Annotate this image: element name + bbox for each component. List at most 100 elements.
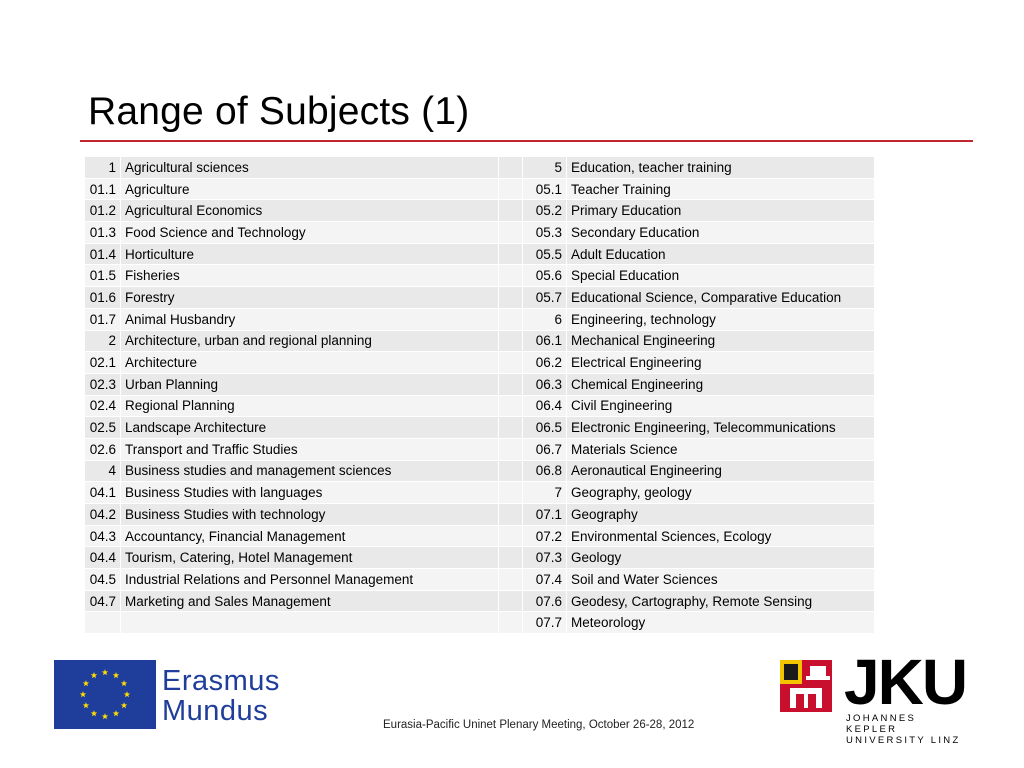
eu-star-icon	[120, 680, 128, 687]
subject-name-right: Geodesy, Cartography, Remote Sensing	[566, 589, 875, 613]
table-row: 04.1 Business Studies with languages 7 Geog…	[84, 481, 875, 504]
subject-name-left: Business Studies with technology	[120, 503, 499, 526]
subject-code-left: 1	[84, 156, 121, 179]
subjects-table-body: 1 Agricultural sciences 5 Education, teache…	[84, 156, 875, 635]
subject-name-right: Mechanical Engineering	[566, 329, 875, 353]
subject-name-right: Education, teacher training	[566, 156, 875, 179]
subject-name-right: Teacher Training	[566, 177, 875, 201]
erasmus-word: Erasmus	[162, 665, 280, 697]
column-spacer	[498, 524, 523, 548]
subject-name-left: Tourism, Catering, Hotel Management	[120, 546, 499, 570]
subject-code-right: 06.7	[522, 437, 567, 461]
eu-flag-icon	[54, 660, 156, 729]
column-spacer	[498, 286, 523, 309]
subject-code-left: 01.3	[84, 221, 121, 244]
subject-code-right: 06.1	[522, 329, 567, 353]
subject-name-right: Chemical Engineering	[566, 372, 875, 396]
subject-name-right: Secondary Education	[566, 221, 875, 244]
column-spacer	[498, 589, 523, 613]
table-row: 1 Agricultural sciences 5 Education, teache…	[84, 156, 875, 179]
column-spacer	[498, 481, 523, 504]
column-spacer	[498, 611, 523, 635]
subject-name-right: Materials Science	[566, 437, 875, 461]
table-row: 01.3 Food Science and Technology 05.3 Secon…	[84, 221, 875, 244]
subject-name-left: Food Science and Technology	[120, 221, 499, 244]
column-spacer	[498, 307, 523, 331]
subject-code-left: 02.3	[84, 372, 121, 396]
table-row: 4 Business studies and management science…	[84, 459, 875, 483]
subject-code-right: 07.3	[522, 546, 567, 570]
eu-star-icon	[101, 669, 109, 676]
subject-name-left: Urban Planning	[120, 372, 499, 396]
subject-name-right: Special Education	[566, 264, 875, 288]
subject-name-right: Electronic Engineering, Telecommunicatio…	[566, 416, 875, 439]
subject-name-right: Civil Engineering	[566, 394, 875, 418]
subject-code-right: 07.7	[522, 611, 567, 635]
eu-star-icon	[90, 710, 98, 717]
table-row: 01.6 Forestry 05.7 Educational Science, Com…	[84, 286, 875, 309]
subject-code-left: 04.5	[84, 568, 121, 591]
jku-logo: JKU JOHANNES KEPLER UNIVERSITY LINZ	[778, 650, 968, 746]
table-row: 01.4 Horticulture 05.5 Adult Education	[84, 242, 875, 266]
subject-code-left: 01.6	[84, 286, 121, 309]
subject-name-right: Adult Education	[566, 242, 875, 266]
subject-code-left: 02.4	[84, 394, 121, 418]
subject-name-left: Forestry	[120, 286, 499, 309]
subject-name-left: Fisheries	[120, 264, 499, 288]
subject-code-left: 04.1	[84, 481, 121, 504]
subject-name-right: Geography, geology	[566, 481, 875, 504]
column-spacer	[498, 546, 523, 570]
eu-star-icon	[123, 691, 131, 698]
subject-code-right: 6	[522, 307, 567, 331]
subject-name-left: Horticulture	[120, 242, 499, 266]
subject-code-left: 04.7	[84, 589, 121, 613]
table-row: 2 Architecture, urban and regional planni…	[84, 329, 875, 353]
subject-code-left: 01.5	[84, 264, 121, 288]
subject-code-right: 05.6	[522, 264, 567, 288]
subject-name-left: Landscape Architecture	[120, 416, 499, 439]
table-row: 02.6 Transport and Traffic Studies 06.7 Mat…	[84, 437, 875, 461]
subject-code-right: 05.7	[522, 286, 567, 309]
subject-code-left: 04.2	[84, 503, 121, 526]
subject-code-left: 04.4	[84, 546, 121, 570]
eu-star-icon	[101, 713, 109, 720]
table-row: 04.3 Accountancy, Financial Management 07.…	[84, 524, 875, 548]
table-row: 07.7 Meteorology	[84, 611, 875, 635]
subject-code-left: 04.3	[84, 524, 121, 548]
column-spacer	[498, 503, 523, 526]
table-row: 01.2 Agricultural Economics 05.2 Primary Ed…	[84, 199, 875, 223]
subject-code-left: 01.7	[84, 307, 121, 331]
eu-star-icon	[82, 702, 90, 709]
eu-star-icon	[90, 672, 98, 679]
subject-name-right: Aeronautical Engineering	[566, 459, 875, 483]
table-row: 02.1 Architecture 06.2 Electrical Engineeri…	[84, 351, 875, 374]
column-spacer	[498, 459, 523, 483]
table-row: 04.2 Business Studies with technology 07.1…	[84, 503, 875, 526]
subject-name-left	[120, 611, 499, 635]
subject-name-left: Business studies and management sciences	[120, 459, 499, 483]
column-spacer	[498, 199, 523, 223]
erasmus-mundus-logo: Erasmus Mundus	[54, 660, 294, 730]
jku-line-2: UNIVERSITY LINZ	[846, 735, 961, 746]
subject-name-right: Meteorology	[566, 611, 875, 635]
subject-code-left: 01.4	[84, 242, 121, 266]
eu-star-icon	[82, 680, 90, 687]
university-crest-icon	[778, 658, 834, 714]
subject-code-right: 06.4	[522, 394, 567, 418]
subject-name-left: Animal Husbandry	[120, 307, 499, 331]
column-spacer	[498, 394, 523, 418]
table-row: 04.7 Marketing and Sales Management 07.6 Ge…	[84, 589, 875, 613]
table-row: 02.5 Landscape Architecture 06.5 Electronic…	[84, 416, 875, 439]
mundus-word: Mundus	[162, 695, 269, 727]
subject-name-right: Engineering, technology	[566, 307, 875, 331]
jku-line-1: JOHANNES KEPLER	[846, 713, 917, 735]
subject-code-right: 07.1	[522, 503, 567, 526]
subject-code-left: 02.5	[84, 416, 121, 439]
subject-code-right: 06.2	[522, 351, 567, 374]
eu-star-icon	[112, 672, 120, 679]
jku-letters: JKU	[844, 646, 968, 718]
subject-code-right: 05.2	[522, 199, 567, 223]
table-row: 02.3 Urban Planning 06.3 Chemical Engineeri…	[84, 372, 875, 396]
subject-code-right: 06.8	[522, 459, 567, 483]
jku-university-name: JOHANNES KEPLER UNIVERSITY LINZ	[846, 713, 968, 746]
